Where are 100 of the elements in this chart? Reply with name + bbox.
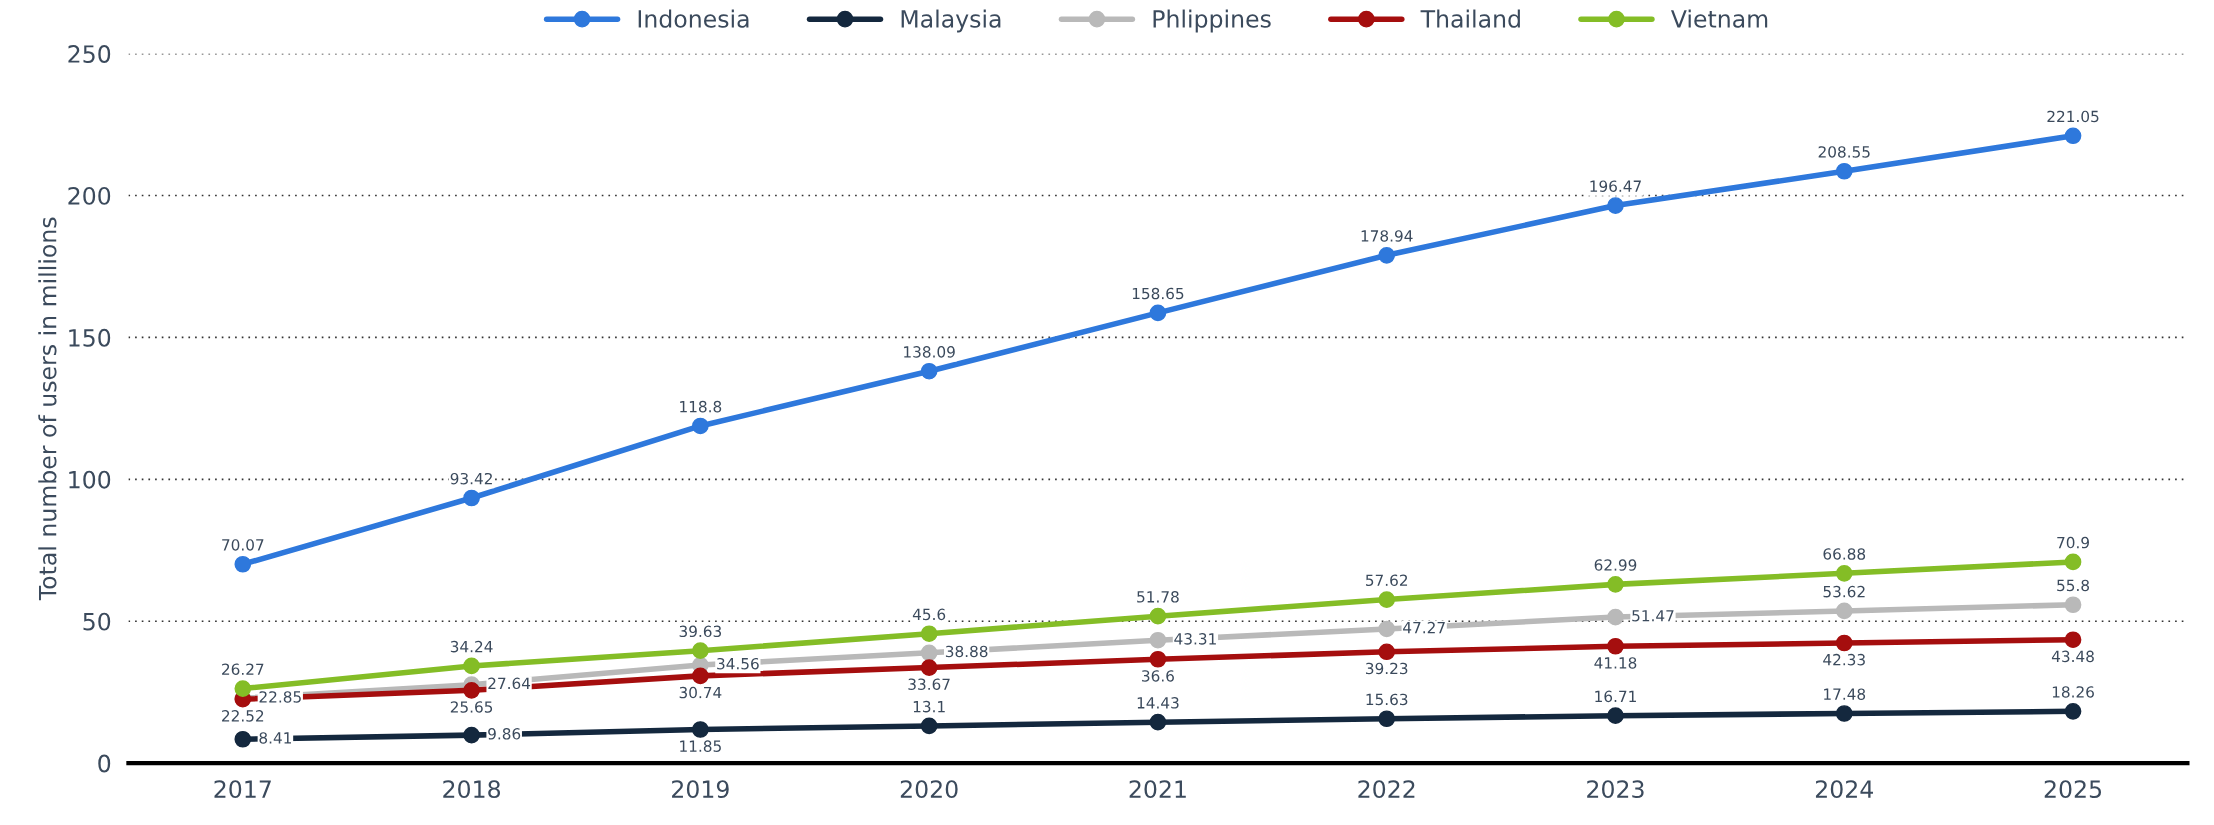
y-tick-label: 0 xyxy=(98,754,111,773)
data-label: 93.42 xyxy=(450,472,492,485)
y-tick-label: 100 xyxy=(69,470,111,489)
point xyxy=(2064,702,2082,720)
y-tick-label: 250 xyxy=(68,45,111,63)
data-label: 15.63 xyxy=(1366,693,1408,706)
point xyxy=(1835,634,1853,652)
x-tick-label: 2021 xyxy=(1129,780,1186,799)
legend-label: Thailand xyxy=(1420,9,1520,28)
data-label: 118.8 xyxy=(680,400,722,413)
data-label: 66.88 xyxy=(1823,548,1866,560)
point xyxy=(1607,608,1624,626)
x-tick-label: 2019 xyxy=(672,780,729,799)
point xyxy=(692,667,709,685)
point xyxy=(920,717,938,735)
point xyxy=(1607,197,1624,214)
data-label: 47.27 xyxy=(1403,621,1445,634)
point xyxy=(692,417,709,435)
point xyxy=(2064,631,2082,649)
point xyxy=(234,730,252,748)
data-label: 39.63 xyxy=(679,625,722,638)
point xyxy=(1835,564,1853,582)
data-label: 22.85 xyxy=(259,691,301,703)
data-label: 38.88 xyxy=(945,645,988,658)
x-tick-label: 2018 xyxy=(443,780,501,799)
point xyxy=(463,489,480,507)
data-label: 22.52 xyxy=(222,710,264,722)
point xyxy=(234,555,252,573)
data-label: 30.74 xyxy=(679,686,722,699)
data-label: 34.24 xyxy=(450,640,493,653)
point xyxy=(1607,576,1624,593)
point xyxy=(1607,707,1624,725)
point xyxy=(2064,127,2082,145)
data-label: 70.07 xyxy=(222,539,264,551)
data-label: 27.64 xyxy=(488,677,531,690)
x-tick-label: 2025 xyxy=(2044,780,2102,799)
y-tick-label: 150 xyxy=(69,328,111,347)
legend-label: Malaysia xyxy=(901,9,1001,33)
data-label: 53.62 xyxy=(1823,585,1865,598)
data-label: 17.48 xyxy=(1824,688,1866,700)
point xyxy=(920,625,938,643)
point xyxy=(692,721,709,738)
point xyxy=(1149,304,1167,322)
point xyxy=(920,659,938,676)
data-label: 18.26 xyxy=(2052,686,2094,698)
data-label: 16.71 xyxy=(1595,690,1636,703)
data-label: 41.18 xyxy=(1594,657,1637,669)
point xyxy=(1149,650,1167,668)
data-label: 51.47 xyxy=(1632,610,1674,622)
point xyxy=(1835,162,1853,180)
x-tick-label: 2024 xyxy=(1815,780,1873,799)
data-label: 9.86 xyxy=(488,728,521,740)
y-tick-label: 50 xyxy=(83,612,111,631)
point xyxy=(1378,620,1396,638)
point xyxy=(1835,705,1853,722)
point xyxy=(692,642,709,659)
point xyxy=(1149,713,1167,731)
data-label: 158.65 xyxy=(1132,287,1184,300)
data-label: 43.48 xyxy=(2051,650,2094,663)
point xyxy=(1378,246,1396,264)
data-label: 25.65 xyxy=(450,701,493,713)
point xyxy=(1149,607,1167,625)
point xyxy=(2064,596,2082,614)
legend-label: Vietnam xyxy=(1670,9,1768,28)
point xyxy=(1607,637,1624,655)
point xyxy=(920,362,938,380)
data-label: 26.27 xyxy=(222,663,264,675)
data-label: 62.99 xyxy=(1594,559,1637,571)
data-label: 33.67 xyxy=(908,678,950,690)
point xyxy=(1378,591,1396,608)
data-label: 43.31 xyxy=(1174,633,1216,645)
x-tick-label: 2022 xyxy=(1358,780,1415,799)
y-axis-title: Total number of users in millions xyxy=(38,217,57,601)
point xyxy=(463,726,480,744)
data-label: 208.55 xyxy=(1818,146,1870,158)
data-label: 8.41 xyxy=(259,732,291,744)
data-label: 36.6 xyxy=(1142,670,1174,682)
point xyxy=(463,681,480,699)
legend-label: Indonesia xyxy=(638,9,749,28)
data-label: 13.1 xyxy=(913,700,945,713)
data-label: 70.9 xyxy=(2057,536,2089,549)
point xyxy=(1378,710,1396,728)
data-label: 221.05 xyxy=(2047,110,2099,123)
data-label: 51.78 xyxy=(1137,591,1179,603)
y-tick-label: 200 xyxy=(68,186,111,205)
data-label: 196.47 xyxy=(1590,180,1641,192)
data-label: 138.09 xyxy=(904,346,955,358)
data-label: 42.33 xyxy=(1823,653,1865,666)
legend-label: Phlippines xyxy=(1153,9,1271,33)
x-tick-label: 2017 xyxy=(214,780,271,799)
x-tick-label: 2020 xyxy=(900,780,958,799)
data-label: 45.6 xyxy=(912,608,946,621)
data-label: 11.85 xyxy=(680,740,721,752)
point xyxy=(1378,643,1396,661)
data-label: 34.56 xyxy=(717,657,759,670)
point xyxy=(463,657,480,675)
point xyxy=(920,644,938,662)
data-label: 14.43 xyxy=(1137,697,1179,709)
point xyxy=(2064,553,2082,571)
x-tick-label: 2023 xyxy=(1587,780,1644,799)
